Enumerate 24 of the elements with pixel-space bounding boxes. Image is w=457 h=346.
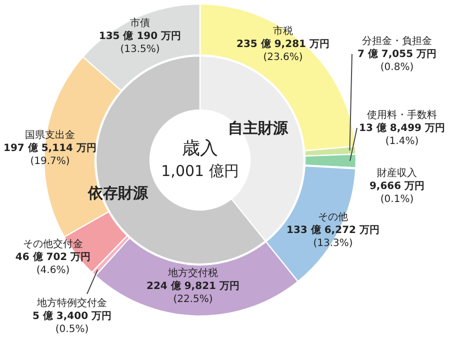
slice-label: 自主財源 bbox=[228, 119, 289, 137]
text: 1,001 億円 bbox=[161, 162, 239, 180]
data-label: 7 億 7,055 万円 (0.8%) bbox=[357, 48, 437, 73]
slice-label: 市債 bbox=[130, 17, 150, 29]
data-label: 135 億 190 万円 (13.5%) bbox=[98, 30, 182, 55]
data-label: 46 億 702 万円 (4.6%) bbox=[15, 251, 91, 276]
slice-label: 市税 bbox=[273, 25, 293, 37]
text: 歳入 bbox=[182, 138, 218, 159]
data-label: 133 億 6,272 万円 (13.3%) bbox=[286, 224, 380, 249]
slice-label: 地方特例交付金 bbox=[36, 297, 107, 309]
data-label: 197 億 5,114 万円 (19.7%) bbox=[4, 142, 96, 167]
slice-label: 使用料・手数料 bbox=[367, 109, 437, 121]
slice-label: その他 bbox=[318, 211, 348, 223]
slice-label: その他交付金 bbox=[23, 238, 83, 250]
data-label: 9,666 万円 (0.1%) bbox=[369, 181, 425, 205]
slice-label: 国県支出金 bbox=[25, 129, 75, 141]
slice-label: 分担金・負担金 bbox=[362, 35, 432, 47]
data-label: 5 億 3,400 万円 (0.5%) bbox=[32, 310, 112, 335]
slice-label: 財産収入 bbox=[377, 167, 417, 179]
data-label: 224 億 9,821 万円 (22.5%) bbox=[146, 280, 240, 305]
slice-label: 依存財源 bbox=[87, 184, 149, 202]
data-label: 235 億 9,281 万円 (23.6%) bbox=[236, 38, 330, 63]
data-label: 13 億 8,499 万円 (1.4%) bbox=[359, 122, 445, 147]
slice-label: 地方交付税 bbox=[167, 267, 218, 279]
